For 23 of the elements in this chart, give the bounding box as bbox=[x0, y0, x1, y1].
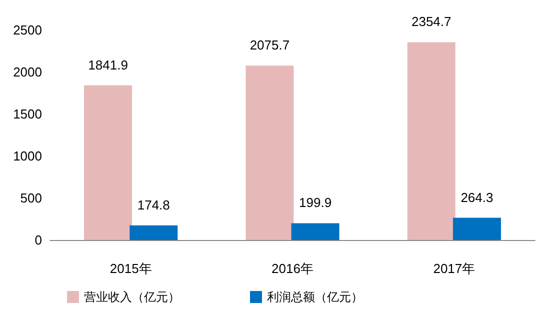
data-label: 174.8 bbox=[137, 197, 170, 212]
x-tick-label: 2016年 bbox=[272, 261, 314, 276]
y-tick-label: 500 bbox=[20, 190, 42, 206]
y-tick-label: 2000 bbox=[13, 64, 42, 80]
legend-label: 营业收入（亿元） bbox=[84, 290, 180, 304]
data-label: 1841.9 bbox=[88, 57, 128, 72]
bar bbox=[291, 223, 340, 240]
bar bbox=[407, 42, 456, 240]
bar bbox=[130, 225, 178, 240]
data-label: 2075.7 bbox=[250, 38, 290, 53]
x-tick-label: 2017年 bbox=[433, 261, 476, 276]
y-tick-label: 1000 bbox=[13, 148, 42, 164]
data-label: 264.3 bbox=[460, 190, 494, 205]
data-label: 199.9 bbox=[299, 195, 332, 210]
y-tick-label: 2500 bbox=[13, 22, 42, 38]
x-tick-label: 2015年 bbox=[110, 261, 152, 276]
bar bbox=[84, 85, 132, 240]
y-tick-label: 0 bbox=[34, 232, 42, 248]
bar bbox=[246, 66, 294, 240]
data-label: 2354.7 bbox=[411, 14, 452, 30]
y-tick-label: 1500 bbox=[13, 106, 42, 122]
bar bbox=[452, 218, 501, 240]
legend-label: 利润总额（亿元） bbox=[267, 290, 363, 304]
